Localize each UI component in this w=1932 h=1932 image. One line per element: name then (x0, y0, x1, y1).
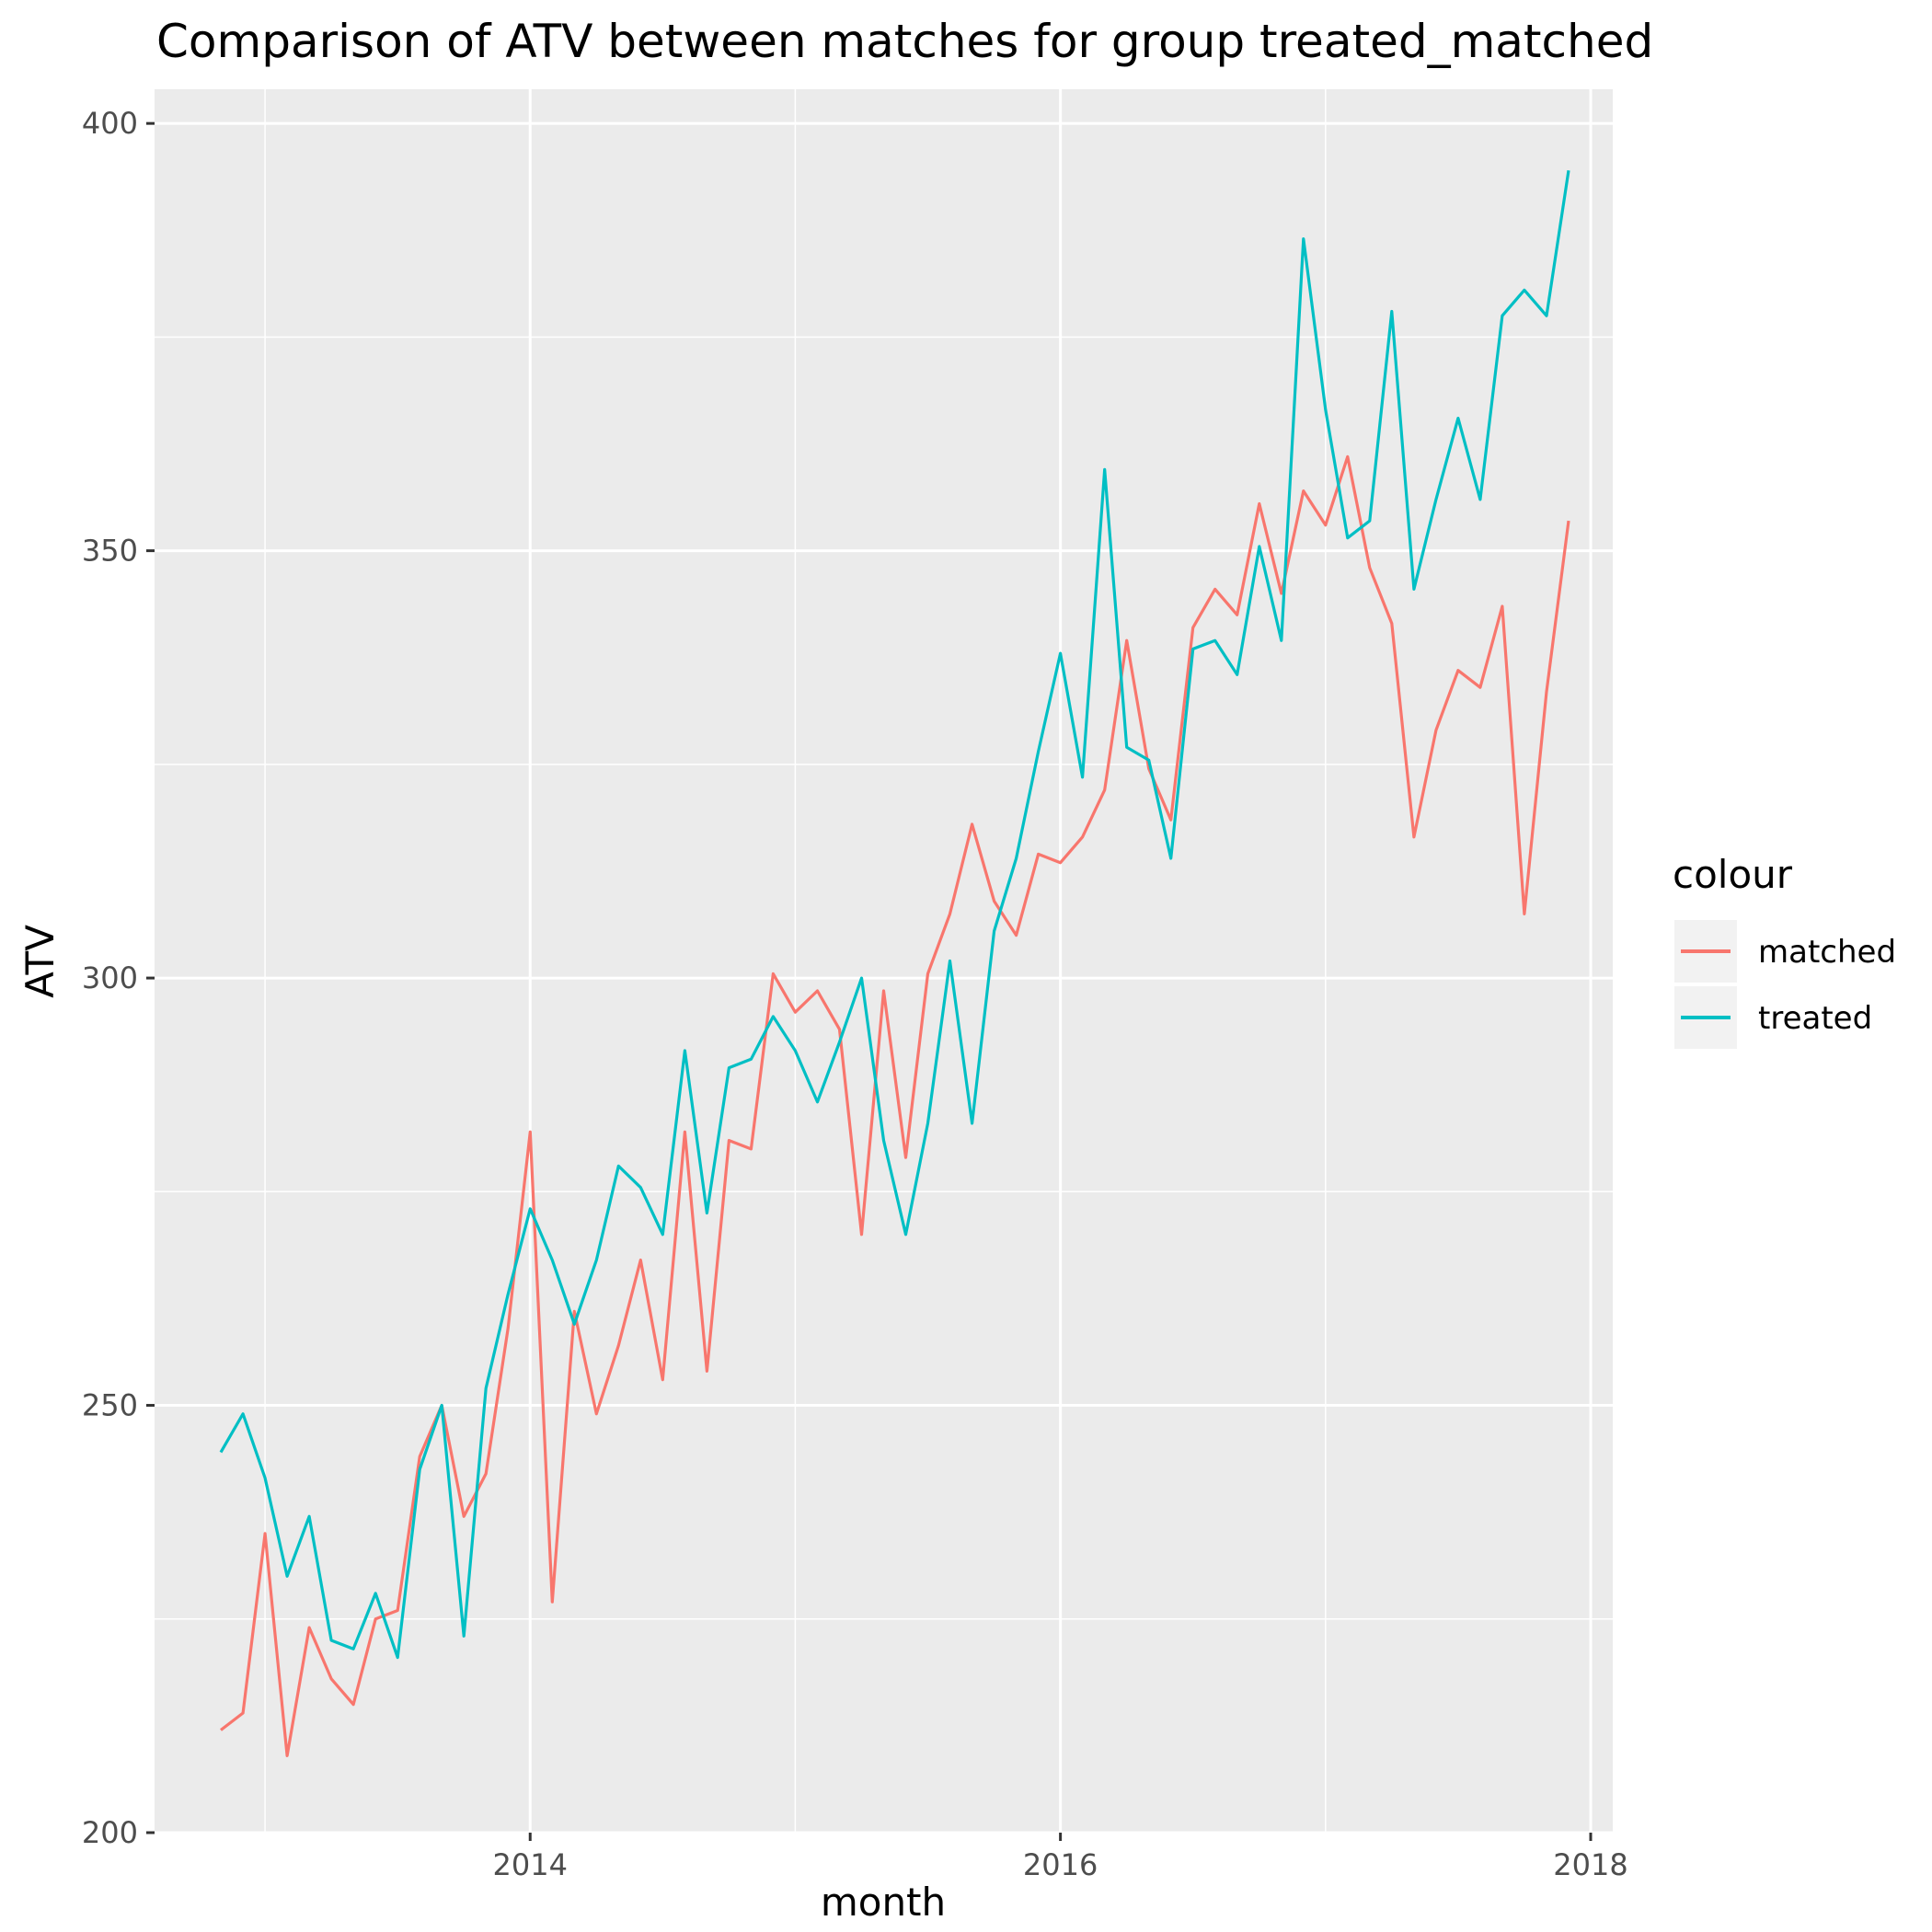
plot-panel (155, 89, 1613, 1833)
x-axis-title: month (821, 1880, 946, 1925)
legend: colour matched treated (1673, 852, 1896, 1049)
series-line-matched (220, 454, 1570, 1758)
y-tick-label: 250 (82, 1388, 138, 1423)
y-tick-label: 200 (82, 1815, 138, 1850)
y-tick-label: 350 (82, 534, 138, 569)
minor-gridlines (155, 89, 1613, 1833)
y-tick-label: 400 (82, 106, 138, 141)
x-tick-label: 2016 (1023, 1847, 1098, 1882)
legend-label-matched: matched (1758, 934, 1896, 971)
major-gridlines (155, 89, 1613, 1834)
legend-title: colour (1673, 852, 1793, 897)
legend-item-treated: treated (1674, 986, 1872, 1049)
series-line-treated (219, 169, 1570, 1660)
x-axis: 2014 2016 2018 (493, 1833, 1628, 1882)
x-tick-label: 2014 (493, 1847, 568, 1882)
y-axis: 200 250 300 350 400 (82, 106, 155, 1850)
y-tick-label: 300 (82, 960, 138, 995)
x-tick-label: 2018 (1553, 1847, 1627, 1882)
legend-label-treated: treated (1758, 1000, 1872, 1037)
legend-item-matched: matched (1674, 920, 1896, 983)
y-axis-title: ATV (17, 925, 63, 998)
series-lines (219, 169, 1570, 1758)
chart-title: Comparison of ATV between matches for gr… (156, 15, 1653, 68)
